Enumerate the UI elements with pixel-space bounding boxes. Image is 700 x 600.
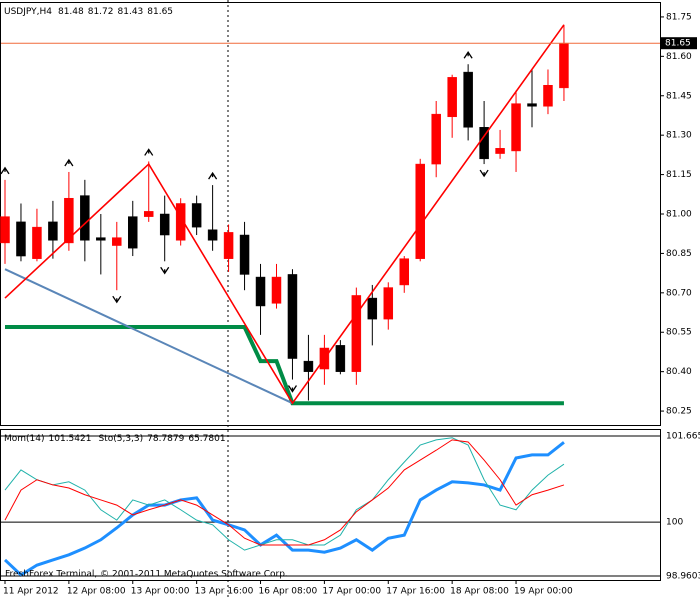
- x-tick-label: 16 Apr 08:00: [259, 587, 318, 597]
- candle-body: [159, 213, 170, 236]
- candle-body: [287, 274, 298, 359]
- candle-body: [447, 77, 457, 118]
- plot-layer: 80.25 80.40 80.55 80.70 80.85 81.00 81.15 81.30…: [0, 12, 700, 597]
- x-tick-label: 18 Apr 08:00: [450, 587, 509, 597]
- fractal-up: [463, 51, 473, 59]
- fractal-down: [479, 169, 489, 178]
- mom-value: 101.5421: [49, 434, 92, 444]
- y-tick-label: 80.40: [666, 367, 692, 377]
- candle-body: [223, 232, 234, 259]
- candle-body: [511, 103, 521, 152]
- candle-body: [351, 295, 362, 372]
- fractal-up: [208, 171, 218, 180]
- candle-body: [96, 237, 106, 241]
- indicator-line: [3, 441, 565, 577]
- x-tick-label: 17 Apr 00:00: [322, 587, 381, 597]
- fractal-down: [112, 295, 122, 304]
- symbol: USDJPY,H4: [4, 7, 52, 17]
- candle-body: [16, 221, 26, 257]
- candle-body: [463, 71, 473, 128]
- indicator-panel: [0, 429, 661, 581]
- y-tick-label: 80.70: [666, 288, 692, 298]
- indicator-line: [4, 439, 565, 546]
- candle-body: [32, 226, 42, 259]
- candle-body: [48, 221, 58, 241]
- y-tick-label: 81.30: [666, 131, 692, 141]
- candle-body: [303, 360, 314, 372]
- fractal-up: [144, 148, 154, 156]
- y-tick-label: 100: [666, 518, 683, 528]
- candle-body: [415, 163, 425, 259]
- fractal-down: [287, 385, 298, 393]
- stoch-signal-value: 65.7801: [188, 434, 225, 444]
- candle-body: [367, 297, 378, 320]
- y-tick-label: 101.665: [666, 432, 700, 442]
- fractal-down: [160, 266, 170, 275]
- y-tick-label: 80.55: [666, 328, 692, 338]
- candle-body: [399, 258, 409, 286]
- candle-body: [239, 234, 250, 275]
- stoch-main-value: 78.7879: [147, 434, 184, 444]
- zigzag: [4, 24, 565, 405]
- candle-body: [143, 211, 154, 217]
- x-tick-label: 11 Apr 2012: [3, 587, 59, 597]
- candle-body: [64, 197, 74, 244]
- candle-body: [175, 203, 186, 241]
- candle-body: [207, 229, 218, 241]
- x-tick-label: 12 Apr 08:00: [67, 587, 126, 597]
- candle-body: [431, 113, 441, 165]
- candle-body: [0, 216, 10, 244]
- candle-body: [495, 148, 505, 154]
- candle-body: [191, 203, 202, 228]
- candle-body: [559, 42, 569, 89]
- mom-label: Mom(14): [4, 434, 45, 444]
- indicator-line: [4, 437, 565, 551]
- fractal-up: [64, 158, 74, 167]
- last-close: 81.65: [147, 7, 173, 17]
- price-box-label: 81.65: [665, 39, 691, 49]
- y-tick-label: 81.00: [666, 210, 692, 220]
- x-tick-label: 13 Apr 00:00: [131, 587, 190, 597]
- last-low: 81.43: [118, 7, 144, 17]
- last-open: 81.48: [58, 7, 84, 17]
- trend-line: [4, 268, 293, 405]
- candle-body: [128, 216, 138, 249]
- y-tick-label: 80.85: [666, 249, 692, 259]
- y-tick-label: 81.45: [666, 91, 692, 101]
- chart-header: USDJPY,H4 81.48 81.72 81.43 81.65: [4, 7, 173, 17]
- candle-body: [383, 287, 394, 320]
- candle-body: [112, 237, 122, 246]
- fractal-up: [0, 166, 10, 175]
- y-tick-label: 81.75: [666, 12, 692, 22]
- candle-body: [527, 103, 537, 107]
- x-tick-label: 13 Apr 16:00: [195, 587, 254, 597]
- y-tick-label: 81.60: [666, 52, 692, 62]
- candle-body: [335, 345, 346, 372]
- candle-body: [271, 276, 282, 304]
- last-high: 81.72: [88, 7, 114, 17]
- x-tick-label: 17 Apr 16:00: [386, 587, 445, 597]
- price-box: [661, 37, 697, 50]
- copyright: FreshForex Terminal, © 2001-2011 MetaQuo…: [5, 570, 288, 580]
- candle-body: [543, 84, 553, 107]
- y-tick-label: 80.25: [666, 407, 692, 417]
- indicator-header: Mom(14) 101.5421 Sto(5,3,3) 78.7879 65.7801: [4, 434, 226, 444]
- candle-body: [255, 276, 266, 307]
- stoch-label: Sto(5,3,3): [98, 434, 143, 444]
- stop-line: [5, 324, 564, 406]
- x-tick-label: 19 Apr 00:00: [514, 587, 573, 597]
- y-tick-label: 81.15: [666, 170, 692, 180]
- candle-body: [80, 195, 90, 241]
- y-tick-label: 98.9603: [666, 572, 700, 582]
